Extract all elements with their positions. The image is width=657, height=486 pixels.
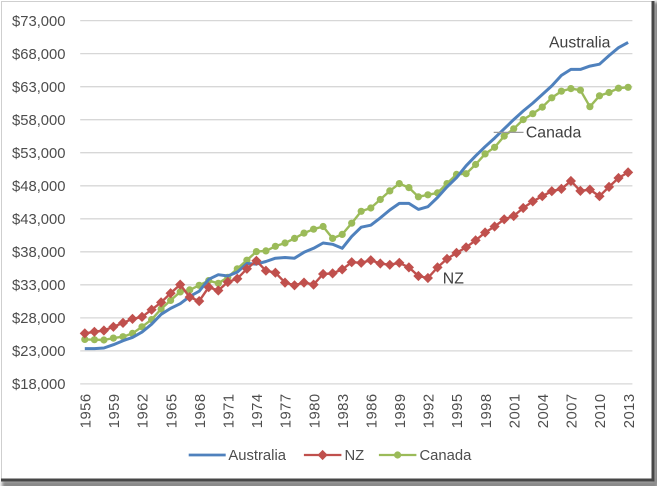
svg-text:NZ: NZ [443,270,464,287]
svg-text:1995: 1995 [450,393,466,428]
svg-text:$18,000: $18,000 [12,377,66,393]
svg-text:$73,000: $73,000 [12,14,66,30]
svg-text:Canada: Canada [420,448,473,464]
svg-text:1959: 1959 [107,393,123,428]
svg-text:2010: 2010 [593,393,609,428]
svg-text:$33,000: $33,000 [12,278,66,294]
svg-text:2004: 2004 [536,393,552,428]
svg-text:$68,000: $68,000 [12,47,66,63]
svg-text:$63,000: $63,000 [12,80,66,96]
svg-text:$58,000: $58,000 [12,113,66,129]
svg-text:1989: 1989 [393,393,409,428]
svg-text:Australia: Australia [549,35,611,52]
svg-text:2001: 2001 [507,393,523,428]
svg-text:1992: 1992 [422,393,438,428]
svg-text:1956: 1956 [79,393,95,428]
svg-text:Australia: Australia [228,448,286,464]
svg-text:2007: 2007 [565,393,581,428]
svg-text:$48,000: $48,000 [12,179,66,195]
svg-text:1962: 1962 [136,393,152,428]
svg-text:$23,000: $23,000 [12,344,66,360]
svg-text:$43,000: $43,000 [12,212,66,228]
svg-text:1998: 1998 [479,393,495,428]
svg-text:1986: 1986 [364,393,380,428]
svg-text:$38,000: $38,000 [12,245,66,261]
svg-text:1974: 1974 [250,393,266,428]
svg-text:1977: 1977 [279,393,295,428]
svg-text:1980: 1980 [307,393,323,428]
svg-text:NZ: NZ [345,448,365,464]
svg-text:1965: 1965 [164,393,180,428]
svg-text:$53,000: $53,000 [12,146,66,162]
svg-text:1983: 1983 [336,393,352,428]
svg-text:Canada: Canada [526,124,582,141]
svg-text:$28,000: $28,000 [12,311,66,327]
svg-text:1968: 1968 [193,393,209,428]
svg-text:2013: 2013 [622,393,638,428]
svg-text:1971: 1971 [222,393,238,428]
